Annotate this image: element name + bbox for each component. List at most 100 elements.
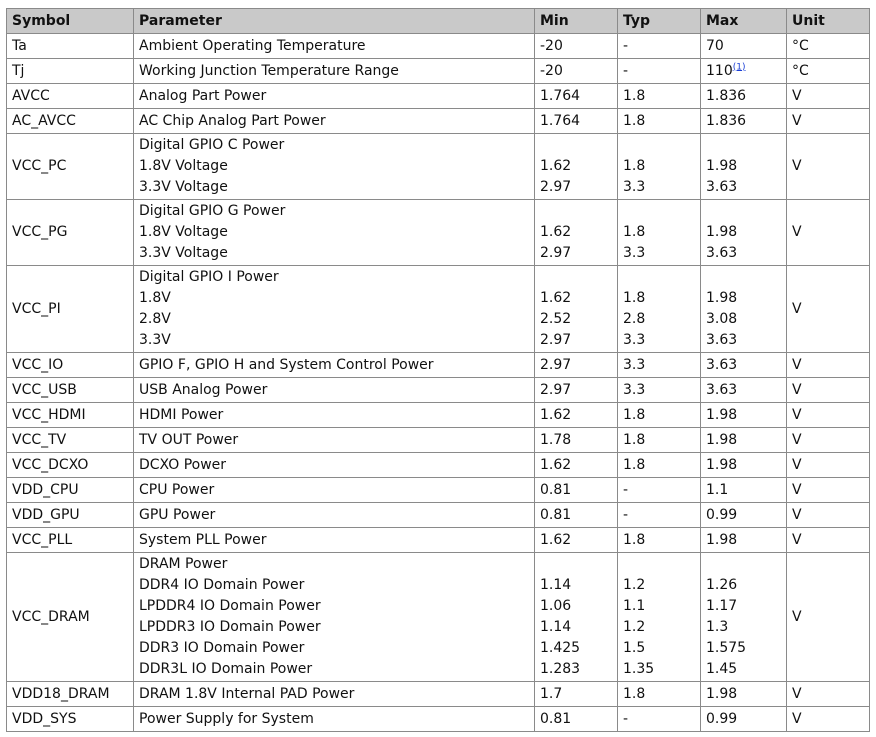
cell-min-line: 1.62 [540,406,572,423]
cell-max: 1.26 1.17 1.3 1.575 1.45 [700,552,787,682]
cell-parameter-line: CPU Power [139,481,215,498]
cell-symbol: VCC_IO [6,352,134,378]
cell-parameter: TV OUT Power [133,427,535,453]
cell-typ: - [617,706,701,732]
cell-min-line: 2.97 [540,356,572,373]
cell-symbol: VDD18_DRAM [6,681,134,707]
cell-min-line: 1.06 [540,598,572,614]
cell-max: 1.98 [700,452,787,478]
header-max: Max [700,8,787,34]
cell-typ-line: 1.8 [623,224,646,240]
cell-parameter-line: HDMI Power [139,406,224,423]
cell-min-line: 1.14 [540,577,572,593]
cell-symbol: VDD_SYS [6,706,134,732]
cell-unit: V [786,133,870,200]
cell-min-line: 2.97 [540,332,572,348]
cell-parameter: GPIO F, GPIO H and System Control Power [133,352,535,378]
cell-min-line: 1.283 [540,661,581,677]
cell-min: 1.62 2.52 2.97 [534,265,618,353]
cell-unit: °C [786,33,870,59]
cell-max: 1.98 [700,527,787,553]
cell-max-line: 1.26 [706,577,738,593]
cell-typ: 1.8 [617,402,701,428]
cell-typ-line: 3.3 [623,245,646,261]
cell-min-line: 2.97 [540,179,572,195]
cell-max-line: 1.45 [706,661,738,677]
cell-parameter: HDMI Power [133,402,535,428]
cell-max-line: 3.63 [706,179,738,195]
cell-max: 1.98 3.08 3.63 [700,265,787,353]
cell-parameter-line: LPDDR4 IO Domain Power [139,598,321,614]
cell-max-line: 1.3 [706,619,729,635]
cell-typ-line: 1.8 [623,456,646,473]
cell-min: 1.62 [534,527,618,553]
cell-min-line: 1.14 [540,619,572,635]
cell-typ-line: 3.3 [623,332,646,348]
cell-max-line [706,135,781,156]
cell-unit: V [786,502,870,528]
cell-unit: V [786,681,870,707]
cell-symbol: VCC_DCXO [6,452,134,478]
cell-min: 0.81 [534,477,618,503]
cell-min-line: -20 [540,62,563,79]
cell-max: 1.836 [700,108,787,134]
table-row: VDD_SYS Power Supply for System 0.81 - 0.99 V [6,706,870,732]
cell-min-line [540,267,612,288]
cell-typ-line [623,554,695,575]
cell-min: 1.764 [534,108,618,134]
cell-typ-line: 2.8 [623,311,646,327]
cell-parameter-line: System PLL Power [139,531,267,548]
header-typ: Typ [617,8,701,34]
cell-max-line: 3.63 [706,381,738,398]
cell-unit: V [786,377,870,403]
cell-symbol: Tj [6,58,134,84]
cell-parameter: DRAM 1.8V Internal PAD Power [133,681,535,707]
cell-max-line: 0.99 [706,506,738,523]
table-row: AC_AVCC AC Chip Analog Part Power 1.764 1.8… [6,108,870,134]
cell-typ-line: 3.3 [623,381,646,398]
cell-typ-line: - [623,506,629,523]
cell-min: 1.62 2.97 [534,133,618,200]
cell-typ-line: 3.3 [623,356,646,373]
cell-max: 70 [700,33,787,59]
cell-symbol: VCC_PG [6,199,134,266]
cell-typ-line: - [623,62,629,79]
cell-parameter: DCXO Power [133,452,535,478]
header-symbol: Symbol [6,8,134,34]
cell-min: 1.62 [534,402,618,428]
cell-parameter-line: DDR3L IO Domain Power [139,661,313,677]
cell-parameter-line: GPU Power [139,506,216,523]
cell-typ: - [617,33,701,59]
table-row: Tj Working Junction Temperature Range -20 -… [6,58,870,84]
cell-min: 1.78 [534,427,618,453]
cell-parameter: Analog Part Power [133,83,535,109]
cell-max-line: 3.63 [706,356,738,373]
cell-min-line: 1.764 [540,87,581,104]
cell-parameter-line: 1.8V [139,290,171,306]
cell-typ-line: 1.8 [623,158,646,174]
cell-unit: °C [786,58,870,84]
cell-parameter: USB Analog Power [133,377,535,403]
cell-parameter: AC Chip Analog Part Power [133,108,535,134]
cell-max: 0.99 [700,502,787,528]
cell-parameter: System PLL Power [133,527,535,553]
cell-parameter-line: 3.3V [139,332,171,348]
cell-max-line: 70 [706,37,724,54]
cell-parameter-line: 1.8V Voltage [139,158,228,174]
cell-max: 110(1) [700,58,787,84]
cell-min-line: -20 [540,37,563,54]
cell-min-line: 1.62 [540,290,572,306]
footnote-link[interactable]: (1) [732,61,746,72]
cell-typ-line: 1.8 [623,406,646,423]
cell-max-line: 3.08 [706,311,738,327]
cell-max: 1.98 3.63 [700,199,787,266]
cell-parameter-line: USB Analog Power [139,381,268,398]
cell-max-line: 1.17 [706,598,738,614]
cell-max: 1.98 [700,681,787,707]
header-min: Min [534,8,618,34]
header-parameter: Parameter [133,8,535,34]
cell-symbol: VCC_TV [6,427,134,453]
cell-typ: 1.8 [617,452,701,478]
cell-max: 1.98 [700,402,787,428]
cell-unit: V [786,352,870,378]
